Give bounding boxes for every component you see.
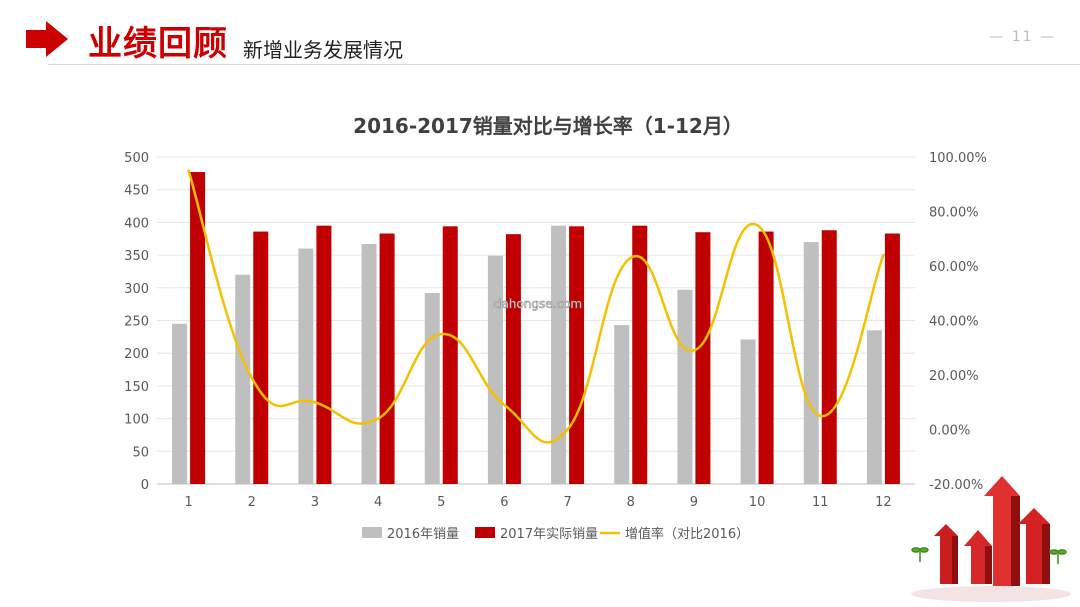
y-tick-label: 450 [124,184,149,199]
y-axis-right: -20.00% 0.00% 20.00% 40.00% 60.00% 80.00% 100.… [929,151,987,493]
y-tick-label: 350 [124,249,149,264]
bar-2017-3 [316,225,332,485]
bar-2017-6 [505,234,521,484]
legend-label: 2016年销量 [387,527,459,542]
y-tick-label: 250 [124,315,149,330]
bar-2016-9 [677,289,693,484]
bar-2017-9 [695,232,711,484]
bar-2017-1 [190,172,206,485]
x-tick-label: 11 [812,495,829,510]
y-tick-label: 300 [124,282,149,297]
y2-tick-label: 40.00% [929,315,979,330]
legend: 2016年销量 2017年实际销量 增值率（对比2016） [362,526,749,542]
growth-line [187,169,885,444]
bar-2017-2 [253,231,269,484]
watermark-text: dahongse.com [494,297,582,311]
legend-swatch [362,527,382,538]
x-tick-label: 3 [311,495,319,510]
page-number: — 11 — [989,29,1056,45]
x-tick-label: 9 [690,495,698,510]
bar-2016-11 [803,242,819,484]
grid-lines [157,156,915,485]
bar-2016-5 [424,293,440,484]
bar-2016-3 [298,248,314,484]
y-tick-label: 500 [124,151,149,166]
chart-title: 2016-2017销量对比与增长率（1-12月） [353,114,743,138]
y-tick-label: 100 [124,413,149,428]
page-subtitle: 新增业务发展情况 [243,38,403,62]
y2-tick-label: 100.00% [929,151,987,166]
bar-2016-1 [172,323,188,484]
bar-2017-7 [569,226,585,484]
header-divider [48,64,1080,65]
y-tick-label: 50 [132,445,149,460]
y-tick-label: 150 [124,380,149,395]
bar-2016-7 [551,225,567,485]
x-tick-label: 6 [500,495,508,510]
x-axis: 1 2 3 4 5 6 7 8 9 10 11 12 [184,495,891,510]
y2-tick-label: 60.00% [929,260,979,275]
bar-2016-10 [740,339,756,484]
x-tick-label: 4 [374,495,382,510]
y2-tick-label: -20.00% [929,478,983,493]
bar-2016-12 [866,330,882,484]
bar-2017-12 [884,233,900,484]
x-tick-label: 10 [749,495,766,510]
x-tick-label: 1 [184,495,192,510]
x-tick-label: 7 [563,495,571,510]
y2-tick-label: 20.00% [929,369,979,384]
bar-2016-2 [235,274,251,484]
y-axis-left: 0 50 100 150 200 250 300 350 400 450 500 [124,151,149,493]
bar-2017-4 [379,233,395,484]
bar-2017-11 [821,230,837,484]
legend-label: 增值率（对比2016） [625,526,749,542]
bar-2017-10 [758,231,774,484]
y-tick-label: 200 [124,347,149,362]
x-tick-label: 8 [627,495,635,510]
y2-tick-label: 80.00% [929,206,979,221]
x-tick-label: 2 [248,495,256,510]
arrow-icon [26,21,68,57]
bar-2017-5 [442,226,458,484]
page-title: 业绩回顾 [88,24,228,64]
bar-2016-8 [614,325,630,484]
legend-label: 2017年实际销量 [500,527,598,542]
legend-swatch [475,527,495,538]
bar-2017-8 [632,225,648,485]
x-tick-label: 12 [875,495,892,510]
x-tick-label: 5 [437,495,445,510]
header: 业绩回顾 新增业务发展情况 — 11 — [0,0,1080,66]
bars [172,172,900,485]
bar-2016-4 [361,243,377,484]
y-tick-label: 0 [141,478,149,493]
growth-arrows-icon [911,476,1071,602]
bar-2016-6 [487,255,503,484]
y2-tick-label: 0.00% [929,424,970,439]
y-tick-label: 400 [124,216,149,231]
